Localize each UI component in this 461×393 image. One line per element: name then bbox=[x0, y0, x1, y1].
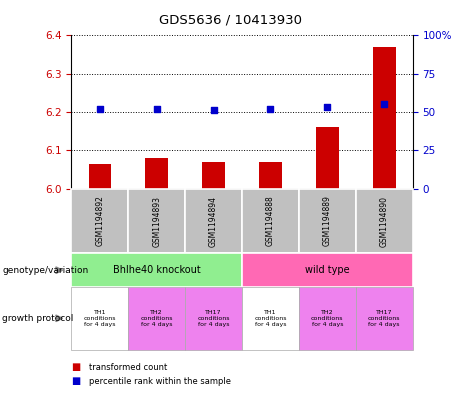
Bar bbox=[185, 189, 242, 253]
Bar bbox=[128, 287, 185, 350]
Bar bbox=[202, 162, 225, 189]
Point bbox=[153, 106, 160, 112]
Point bbox=[324, 104, 331, 110]
Text: percentile rank within the sample: percentile rank within the sample bbox=[89, 377, 231, 386]
Text: GSM1194888: GSM1194888 bbox=[266, 196, 275, 246]
Point bbox=[267, 106, 274, 112]
Bar bbox=[242, 287, 299, 350]
Point bbox=[380, 101, 388, 107]
Bar bbox=[71, 189, 128, 253]
Bar bbox=[299, 287, 356, 350]
Point bbox=[210, 107, 217, 114]
Text: transformed count: transformed count bbox=[89, 363, 167, 372]
Text: Bhlhe40 knockout: Bhlhe40 knockout bbox=[113, 265, 201, 275]
Text: GSM1194893: GSM1194893 bbox=[152, 196, 161, 246]
Text: ■: ■ bbox=[71, 362, 81, 373]
Text: growth protocol: growth protocol bbox=[2, 314, 74, 323]
Text: GSM1194889: GSM1194889 bbox=[323, 196, 332, 246]
Bar bbox=[356, 189, 413, 253]
Bar bbox=[71, 287, 128, 350]
Point bbox=[96, 106, 104, 112]
Text: genotype/variation: genotype/variation bbox=[2, 266, 89, 275]
Text: GSM1194890: GSM1194890 bbox=[380, 196, 389, 246]
Text: GSM1194894: GSM1194894 bbox=[209, 196, 218, 246]
Text: TH2
conditions
for 4 days: TH2 conditions for 4 days bbox=[311, 310, 343, 327]
Text: ■: ■ bbox=[71, 376, 81, 386]
Text: TH17
conditions
for 4 days: TH17 conditions for 4 days bbox=[197, 310, 230, 327]
Bar bbox=[71, 253, 242, 287]
Bar bbox=[89, 164, 111, 189]
Text: TH1
conditions
for 4 days: TH1 conditions for 4 days bbox=[254, 310, 287, 327]
Text: wild type: wild type bbox=[305, 265, 349, 275]
Text: TH1
conditions
for 4 days: TH1 conditions for 4 days bbox=[83, 310, 116, 327]
Text: TH2
conditions
for 4 days: TH2 conditions for 4 days bbox=[141, 310, 173, 327]
Bar bbox=[185, 287, 242, 350]
Bar bbox=[242, 189, 299, 253]
Text: TH17
conditions
for 4 days: TH17 conditions for 4 days bbox=[368, 310, 401, 327]
Bar bbox=[373, 47, 396, 189]
Bar bbox=[128, 189, 185, 253]
Bar bbox=[145, 158, 168, 189]
Text: GDS5636 / 10413930: GDS5636 / 10413930 bbox=[159, 14, 302, 27]
Bar bbox=[299, 189, 356, 253]
Text: GSM1194892: GSM1194892 bbox=[95, 196, 104, 246]
Bar bbox=[242, 253, 413, 287]
Bar bbox=[316, 127, 339, 189]
Bar bbox=[356, 287, 413, 350]
Bar bbox=[259, 162, 282, 189]
